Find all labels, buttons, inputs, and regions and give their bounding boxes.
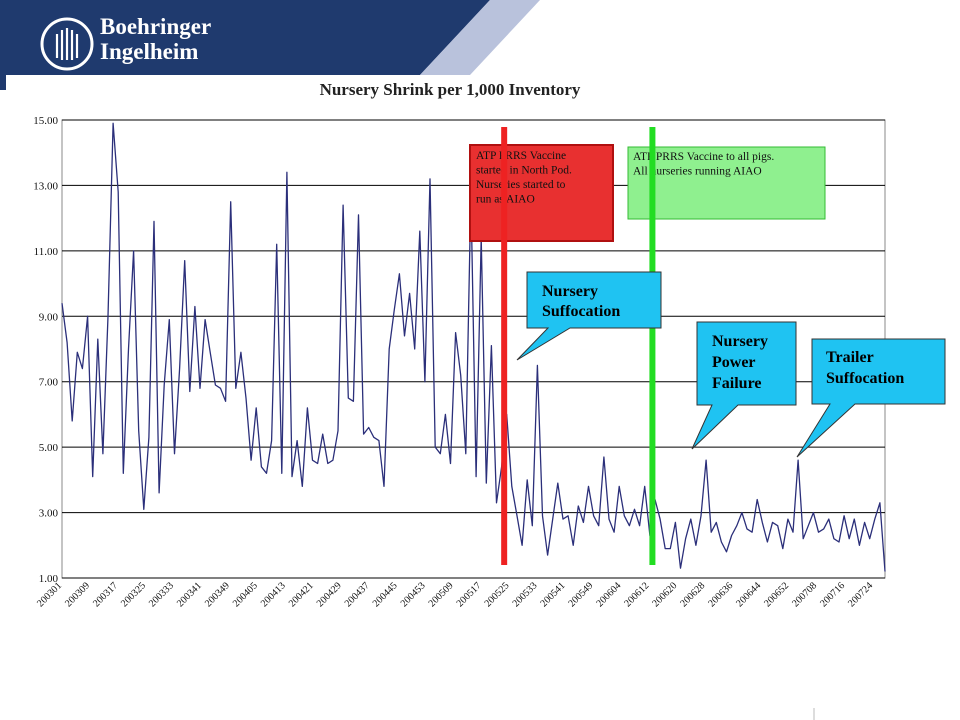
x-tick-label: 200413: [259, 580, 288, 609]
x-tick-label: 200437: [343, 580, 372, 609]
x-tick-label: 200708: [790, 580, 819, 609]
x-tick-label: 200636: [706, 580, 735, 609]
x-tick-label: 200341: [175, 580, 204, 609]
x-tick-label: 200421: [287, 580, 316, 609]
header-graphic: [0, 0, 540, 75]
y-tick-label: 13.00: [33, 180, 58, 192]
brand-line-2: Ingelheim: [100, 39, 199, 64]
logo-icon: [40, 17, 94, 71]
x-tick-label: 200333: [147, 580, 176, 609]
annotation-red-text: Nurseries started to: [476, 179, 566, 191]
x-tick-label: 200549: [566, 580, 595, 609]
x-tick-label: 200517: [455, 580, 484, 609]
x-tick-label: 200541: [539, 580, 568, 609]
callout-nursery-power-failure: [691, 321, 797, 450]
x-tick-label: 200325: [119, 580, 148, 609]
x-tick-label: 200716: [818, 580, 847, 609]
x-tick-label: 200309: [63, 580, 92, 609]
x-tick-label: 200628: [678, 580, 707, 609]
annotation-red-box: [469, 144, 614, 242]
y-tick-label: 7.00: [39, 377, 59, 389]
x-tick-label: 200453: [399, 580, 428, 609]
x-tick-label: 200405: [231, 580, 260, 609]
x-tick-label: 200349: [203, 580, 232, 609]
y-tick-label: 5.00: [39, 442, 59, 454]
series-line: [61, 122, 886, 572]
y-tick-label: 9.00: [39, 311, 59, 323]
brand-line-1: Boehringer: [100, 14, 212, 39]
y-tick-label: 15.00: [33, 115, 58, 127]
x-tick-label: 200445: [371, 580, 400, 609]
header-stripe: [420, 0, 540, 75]
x-tick-label: 200620: [650, 580, 679, 609]
brand-wordmark: Boehringer Ingelheim: [100, 14, 211, 64]
x-tick-label: 200724: [846, 580, 875, 609]
callout-2-text: Power: [712, 354, 756, 371]
y-tick-label: 3.00: [39, 508, 59, 520]
header-band: Boehringer Ingelheim: [0, 0, 960, 75]
x-tick-label: 200604: [594, 580, 623, 609]
y-tick-label: 11.00: [34, 246, 59, 258]
x-tick-label: 200533: [511, 580, 540, 609]
annotation-red-text: started in North Pod.: [476, 165, 572, 177]
callout-1-text: Nursery: [542, 283, 598, 300]
x-tick-label: 200652: [762, 580, 791, 609]
callout-3-text: Trailer: [826, 349, 874, 366]
callout-trailer-suffocation: [796, 338, 946, 458]
left-edge-strip: [0, 75, 6, 90]
x-tick-label: 200509: [427, 580, 456, 609]
annotation-green-box: [627, 146, 826, 220]
x-tick-label: 200525: [483, 580, 512, 609]
x-tick-label: 200612: [622, 580, 651, 609]
header-blue-panel: [0, 0, 490, 75]
callout-2-text: Failure: [712, 375, 761, 392]
callout-nursery-suffocation: [516, 271, 662, 361]
chart-title: Nursery Shrink per 1,000 Inventory: [319, 80, 581, 99]
x-tick-label: 200429: [315, 580, 344, 609]
callout-2-text: Nursery: [712, 333, 768, 350]
logo-columns-icon: [55, 28, 79, 60]
annotation-red-text: ATP PRRS Vaccine: [476, 150, 566, 162]
callout-3-text: Suffocation: [826, 370, 904, 387]
y-tick-label: 1.00: [39, 573, 59, 585]
callout-1-text: Suffocation: [542, 303, 620, 320]
x-tick-label: 200317: [91, 580, 120, 609]
x-tick-label: 200644: [734, 580, 763, 609]
annotation-green-text: All nurseries running AIAO: [633, 166, 762, 178]
annotation-green-text: ATP PRRS Vaccine to all pigs.: [633, 151, 774, 163]
